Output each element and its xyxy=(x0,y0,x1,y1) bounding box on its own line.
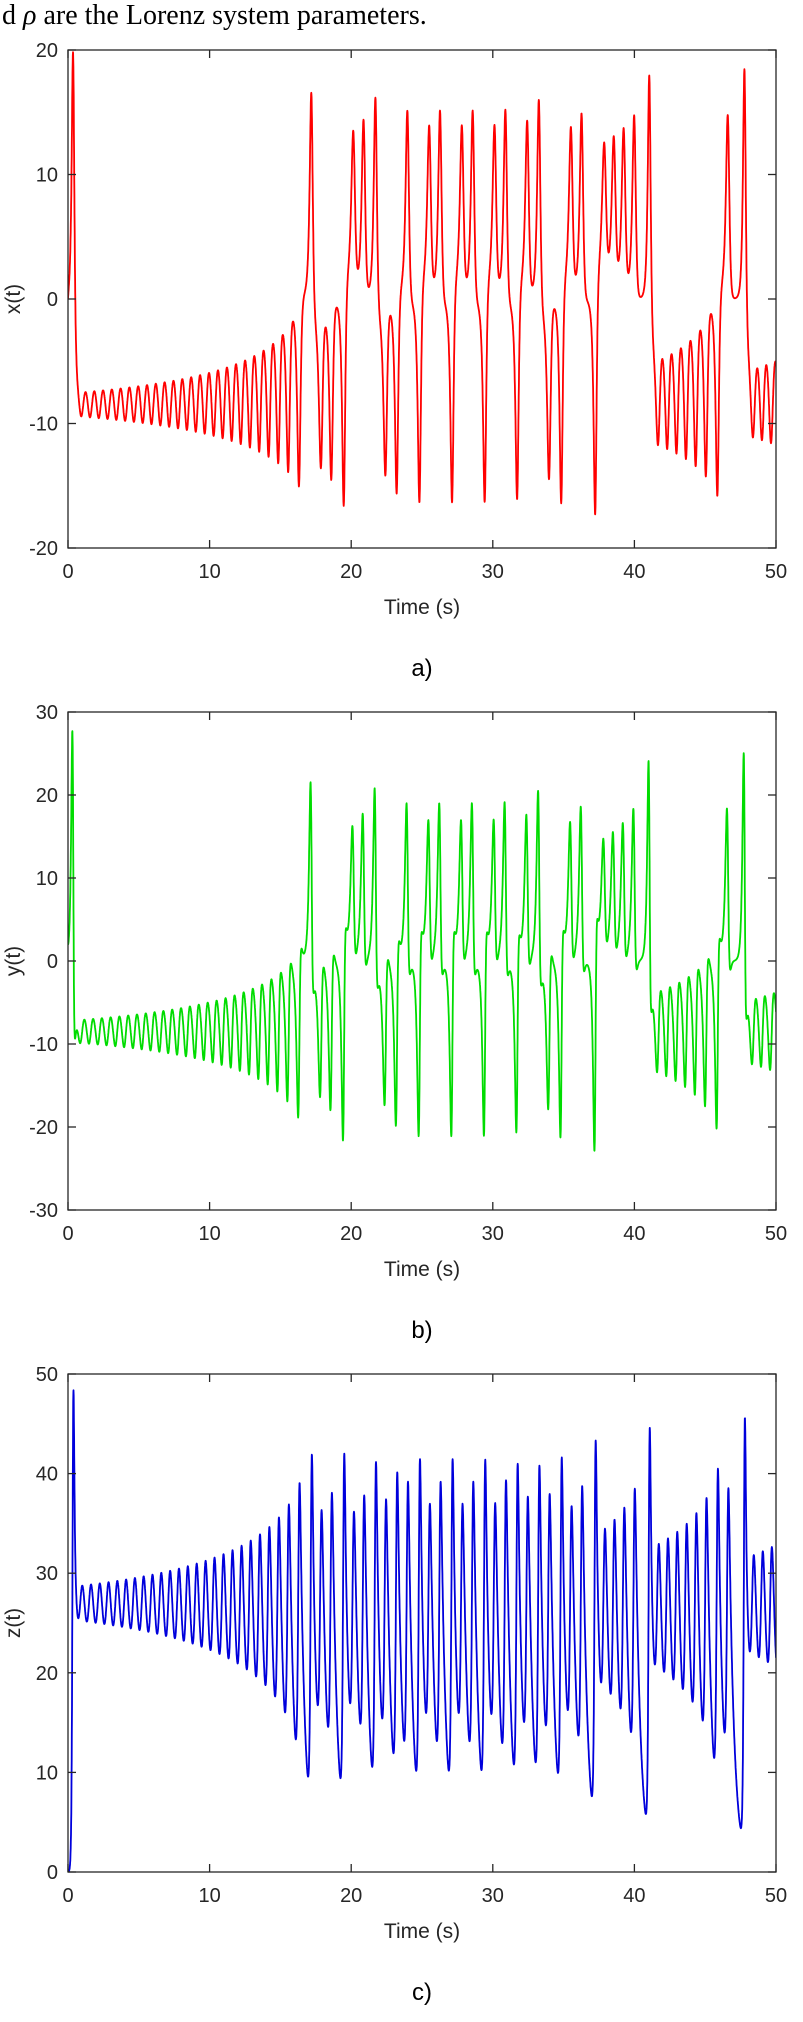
y-axis-label: y(t) xyxy=(2,946,25,976)
series-line-x(t) xyxy=(68,51,776,516)
y-tick-label: 20 xyxy=(36,785,58,807)
panel-caption: b) xyxy=(411,1317,432,1344)
panel-caption: a) xyxy=(411,655,432,682)
y-tick-label: 10 xyxy=(36,165,58,187)
plot-box xyxy=(67,711,777,1211)
panel-a-svg: 0 10 20 30 40 50 -20 -10 0 10 20 x(t) Time (s) a) xyxy=(2,40,787,682)
plot-box xyxy=(67,1373,777,1873)
panel-caption: c) xyxy=(412,1979,432,2006)
x-tick-label: 30 xyxy=(482,561,504,583)
x-tick-label: 20 xyxy=(340,1885,362,1907)
y-axis-label: x(t) xyxy=(2,284,25,314)
x-tick-label: 0 xyxy=(62,1885,73,1907)
x-tick-label: 30 xyxy=(482,1223,504,1245)
x-tick-label: 20 xyxy=(340,561,362,583)
x-tick-label: 0 xyxy=(62,1223,73,1245)
panel-b: 0 10 20 30 40 50 -30 -20 -10 0 10 20 30 y(t) Time (s) b… xyxy=(0,698,803,1360)
rho-symbol: ρ xyxy=(23,0,37,31)
x-tick-label: 40 xyxy=(623,1223,645,1245)
top-caption: d ρ are the Lorenz system parameters. xyxy=(0,0,803,36)
x-tick-label: 30 xyxy=(482,1885,504,1907)
x-axis-label: Time (s) xyxy=(384,1920,460,1943)
x-tick-label: 10 xyxy=(198,561,220,583)
x-tick-label: 10 xyxy=(198,1223,220,1245)
top-caption-prefix: d xyxy=(2,0,23,31)
x-axis-label: Time (s) xyxy=(384,596,460,619)
y-tick-label: -10 xyxy=(29,1034,58,1056)
x-tick-label: 0 xyxy=(62,561,73,583)
series-line-z(t) xyxy=(68,1389,776,1872)
x-tick-label: 50 xyxy=(765,1223,787,1245)
x-tick-label: 10 xyxy=(198,1885,220,1907)
x-tick-label: 40 xyxy=(623,561,645,583)
x-tick-label: 50 xyxy=(765,561,787,583)
y-tick-label: 0 xyxy=(47,1862,58,1884)
y-tick-label: 30 xyxy=(36,1563,58,1585)
x-axis-label: Time (s) xyxy=(384,1258,460,1281)
y-tick-label: 10 xyxy=(36,868,58,890)
y-tick-label: 10 xyxy=(36,1762,58,1784)
panel-c-svg: 0 10 20 30 40 50 0 10 20 30 40 50 z(t) Time (s) c) xyxy=(2,1364,787,2006)
y-tick-label: -10 xyxy=(29,414,58,436)
y-tick-label: 0 xyxy=(47,289,58,311)
panel-a: 0 10 20 30 40 50 -20 -10 0 10 20 x(t) Time (s) a) xyxy=(0,36,803,698)
y-tick-label: 20 xyxy=(36,1663,58,1685)
series-line-y(t) xyxy=(68,730,776,1152)
x-tick-label: 40 xyxy=(623,1885,645,1907)
y-tick-label: 50 xyxy=(36,1364,58,1386)
y-tick-label: -30 xyxy=(29,1200,58,1222)
panel-c: 0 10 20 30 40 50 0 10 20 30 40 50 z(t) Time (s) c) xyxy=(0,1360,803,2022)
y-tick-label: 30 xyxy=(36,702,58,724)
x-tick-label: 50 xyxy=(765,1885,787,1907)
y-tick-label: 0 xyxy=(47,951,58,973)
x-tick-label: 20 xyxy=(340,1223,362,1245)
y-tick-label: -20 xyxy=(29,1117,58,1139)
y-tick-label: 20 xyxy=(36,40,58,62)
y-tick-label: -20 xyxy=(29,538,58,560)
y-axis-label: z(t) xyxy=(2,1608,25,1638)
top-caption-text: are the Lorenz system parameters. xyxy=(36,0,427,31)
y-tick-label: 40 xyxy=(36,1464,58,1486)
panel-b-svg: 0 10 20 30 40 50 -30 -20 -10 0 10 20 30 y(t) Time (s) b… xyxy=(2,702,787,1344)
